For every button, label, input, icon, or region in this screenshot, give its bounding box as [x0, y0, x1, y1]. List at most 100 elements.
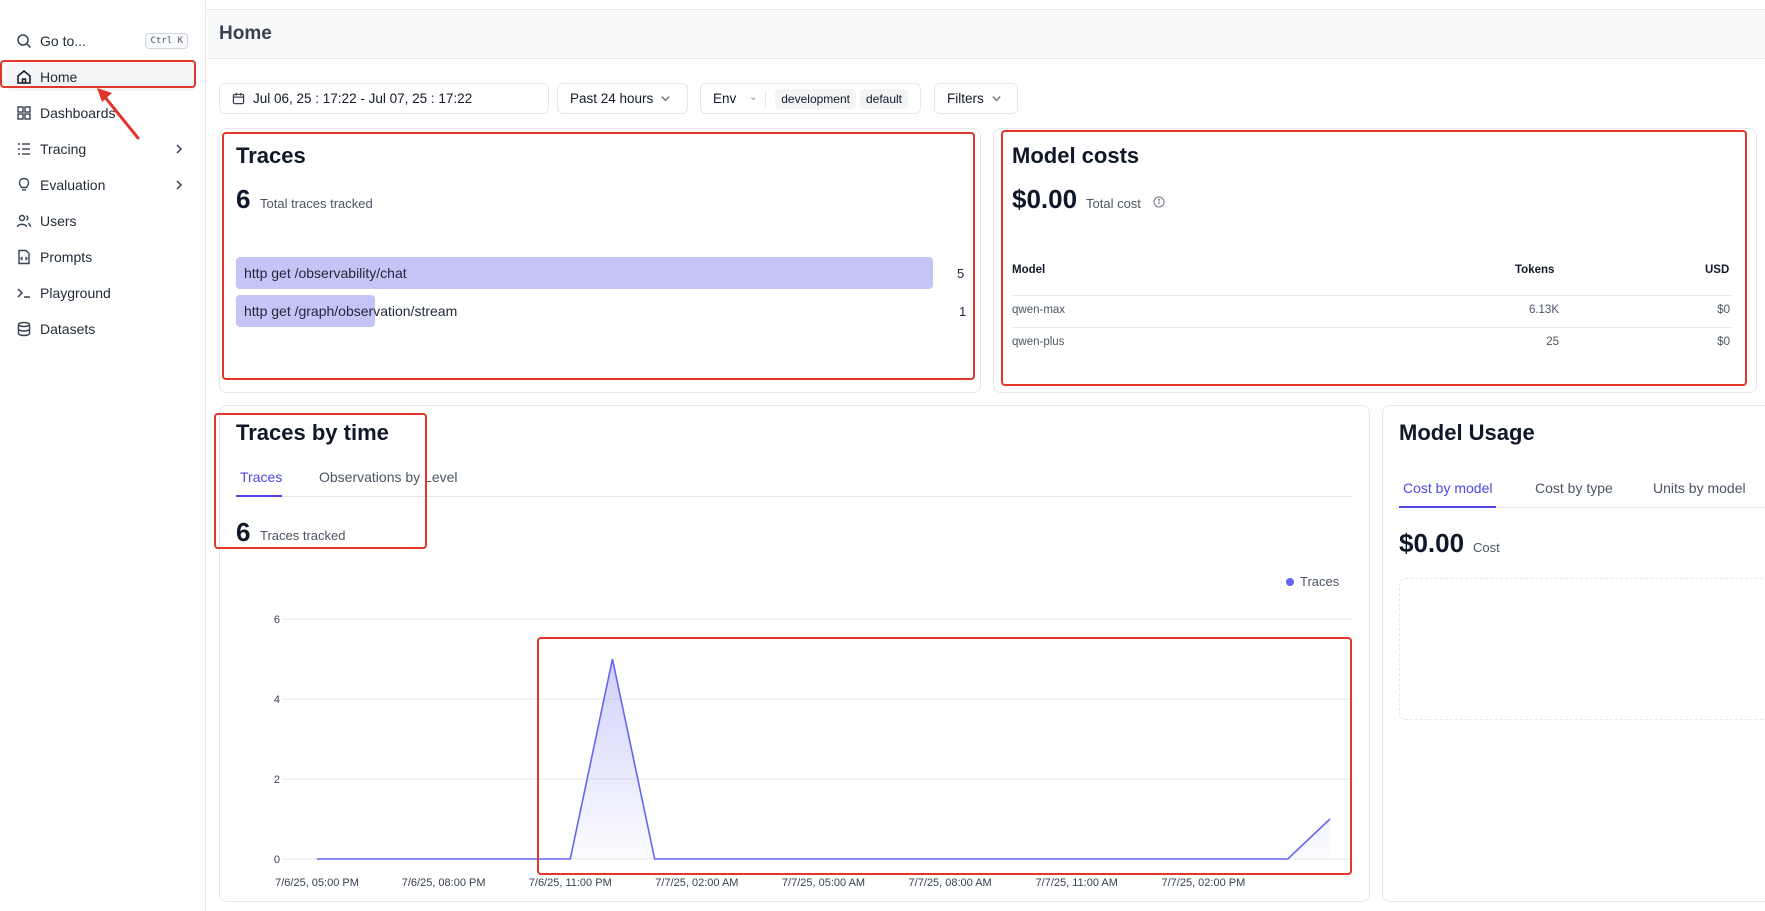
date-range-picker[interactable]: Jul 06, 25 : 17:22 - Jul 07, 25 : 17:22	[219, 83, 549, 114]
sidebar-item-dashboards[interactable]: Dashboards	[6, 99, 196, 127]
env-filter[interactable]: Env development default	[700, 83, 921, 114]
home-icon	[16, 69, 32, 85]
sidebar-item-prompts[interactable]: Prompts	[6, 243, 196, 271]
column-header-tokens: Tokens	[1515, 264, 1555, 276]
dashboard-icon	[16, 105, 32, 121]
table-cell-usd: $0	[1717, 304, 1730, 316]
info-icon[interactable]	[1153, 196, 1165, 208]
search-icon	[16, 33, 32, 49]
sidebar-item-label: Home	[40, 69, 78, 85]
y-tick-label: 6	[274, 614, 280, 626]
usage-chart-placeholder	[1399, 578, 1765, 720]
usage-cost-label: Cost	[1473, 540, 1500, 555]
sidebar-item-label: Prompts	[40, 249, 93, 265]
period-select[interactable]: Past 24 hours	[557, 83, 688, 114]
series-line-traces	[317, 658, 1331, 860]
tracing-icon	[16, 141, 32, 157]
annotation-arrow	[97, 88, 140, 140]
users-icon	[16, 213, 32, 229]
chart-legend: Traces	[1286, 574, 1339, 589]
sidebar-item-tracing[interactable]: Tracing	[6, 135, 196, 163]
tab-cost-by-type[interactable]: Cost by type	[1535, 480, 1613, 496]
chevron-right-icon	[176, 180, 183, 190]
model-costs-title: Model costs	[1012, 143, 1140, 168]
x-tick-label: 7/7/25, 08:00 AM	[909, 877, 992, 889]
page-header: Home	[207, 10, 1765, 59]
traces-tracked-label: Traces tracked	[260, 528, 346, 543]
chevron-right-icon	[176, 144, 183, 154]
file-code-icon	[16, 249, 32, 265]
traces-tracked-count: 6	[236, 517, 251, 547]
table-cell-model: qwen-max	[1012, 304, 1066, 316]
traces-line-chart: 0 2 4 6 7/6/25, 05:00 PM 7/6/25, 08:00 PM 7/6/…	[274, 614, 1352, 889]
filters-label: Filters	[947, 91, 984, 106]
x-tick-label: 7/6/25, 08:00 PM	[402, 877, 486, 889]
trace-bar-row[interactable]: http get /graph/observation/stream	[236, 295, 933, 327]
trace-bar-row[interactable]: http get /observability/chat	[236, 257, 933, 289]
traces-by-time-title: Traces by time	[236, 420, 389, 445]
x-tick-label: 7/7/25, 02:00 PM	[1161, 877, 1245, 889]
chevron-down-icon	[751, 97, 756, 100]
chevron-down-icon	[992, 96, 1001, 102]
table-divider	[1012, 295, 1732, 296]
x-tick-label: 7/7/25, 11:00 AM	[1036, 877, 1118, 889]
model-costs-card: Model costs $0.00 Total cost Model Token…	[993, 128, 1757, 393]
tab-divider	[1399, 507, 1765, 508]
database-icon	[16, 321, 32, 337]
y-tick-label: 0	[274, 854, 280, 866]
sidebar-item-label: Datasets	[40, 321, 96, 337]
env-tag-development: development	[775, 88, 856, 109]
sidebar-item-evaluation[interactable]: Evaluation	[6, 171, 196, 199]
model-usage-title: Model Usage	[1399, 420, 1535, 445]
env-label: Env	[713, 91, 737, 106]
env-tag-default: default	[859, 88, 908, 109]
x-tick-label: 7/6/25, 05:00 PM	[275, 877, 359, 889]
legend-label: Traces	[1300, 574, 1340, 589]
y-tick-label: 2	[274, 774, 280, 786]
column-header-model: Model	[1012, 264, 1046, 276]
trace-bar-count: 1	[959, 304, 967, 319]
top-strip	[207, 0, 1765, 10]
sidebar-item-label: Dashboards	[40, 105, 116, 121]
tab-traces[interactable]: Traces	[240, 469, 283, 485]
filters-button[interactable]: Filters	[934, 83, 1018, 114]
trace-bar-fill	[236, 257, 933, 289]
calendar-icon	[232, 92, 245, 105]
terminal-icon	[16, 285, 32, 301]
sidebar-item-label: Tracing	[40, 141, 87, 157]
sidebar-item-playground[interactable]: Playground	[6, 279, 196, 307]
tab-cost-by-model[interactable]: Cost by model	[1403, 480, 1493, 496]
lightbulb-icon	[16, 177, 32, 193]
chevron-down-icon	[661, 96, 671, 102]
table-cell-model: qwen-plus	[1012, 336, 1065, 348]
goto-shortcut: Ctrl K	[145, 33, 188, 49]
tab-units-by-model[interactable]: Units by model	[1653, 480, 1746, 496]
tab-active-underline	[1399, 506, 1496, 508]
trace-bar-count: 5	[957, 266, 965, 281]
x-tick-label: 7/6/25, 11:00 PM	[529, 877, 612, 889]
column-header-usd: USD	[1705, 264, 1730, 276]
page-title: Home	[219, 23, 272, 44]
sidebar-item-datasets[interactable]: Datasets	[6, 315, 196, 343]
total-cost-value: $0.00	[1012, 184, 1078, 214]
tab-active-underline	[236, 495, 282, 497]
x-tick-label: 7/7/25, 05:00 AM	[782, 877, 865, 889]
usage-cost-value: $0.00	[1399, 528, 1465, 558]
trace-bar-fill	[236, 295, 376, 327]
sidebar-item-users[interactable]: Users	[6, 207, 196, 235]
table-divider	[1012, 327, 1732, 328]
tab-divider	[236, 496, 1352, 497]
goto-search-button[interactable]: Go to... Ctrl K	[6, 27, 196, 55]
traces-title: Traces	[236, 143, 306, 168]
trace-bar-label: http get /observability/chat	[244, 265, 407, 281]
model-usage-card: Model Usage Cost by model Cost by type U…	[1382, 405, 1765, 902]
table-cell-tokens: 6.13K	[1528, 304, 1559, 316]
traces-by-time-card: Traces by time Traces Observations by Le…	[219, 405, 1370, 902]
legend-swatch	[1286, 577, 1294, 586]
series-area-traces	[317, 659, 1330, 859]
total-cost-label: Total cost	[1086, 196, 1141, 211]
sidebar-item-label: Evaluation	[40, 177, 106, 193]
tab-observations-by-level[interactable]: Observations by Level	[319, 469, 458, 485]
table-cell-tokens: 25	[1546, 336, 1559, 348]
trace-bar-label: http get /graph/observation/stream	[244, 303, 458, 319]
